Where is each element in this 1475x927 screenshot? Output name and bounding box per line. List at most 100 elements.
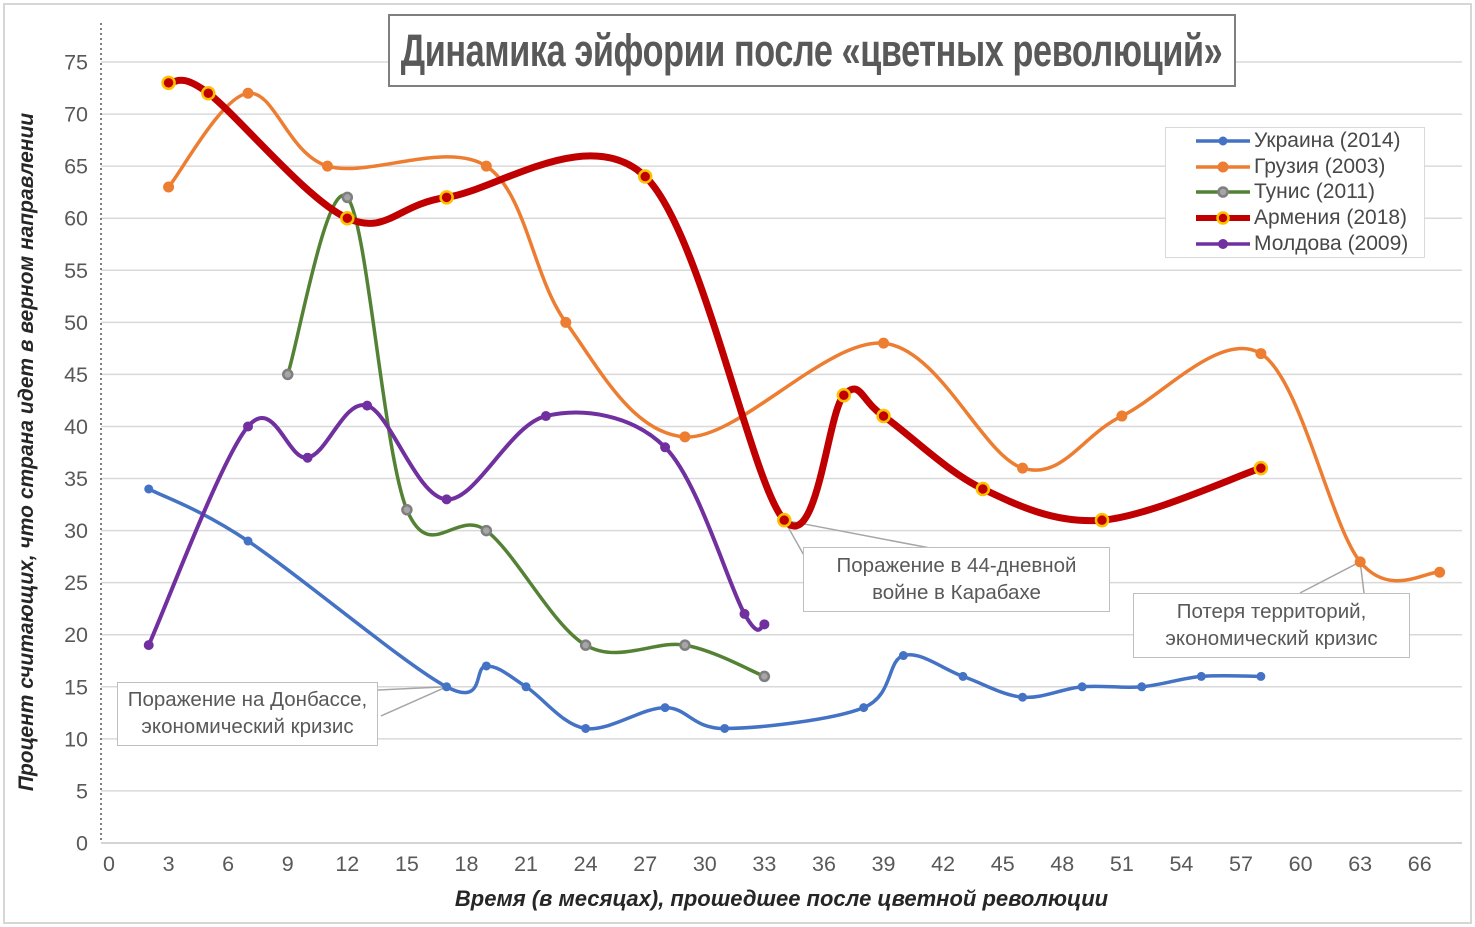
data-point-Молдова (2009) (362, 400, 373, 411)
legend-swatch-icon (1196, 186, 1250, 199)
data-point-Тунис (2011) (281, 368, 294, 381)
x-tick-label: 36 (812, 852, 836, 876)
annotation-karabakh: Поражение в 44-дневной войне в Карабахе (803, 547, 1110, 612)
data-point-Грузия (2003) (878, 337, 890, 349)
y-tick-label: 45 (64, 363, 88, 387)
annotation-callout-line (377, 686, 447, 691)
data-point-Грузия (2003) (480, 160, 492, 172)
data-point-Украина (2014) (481, 661, 491, 671)
legend-swatch-icon (1196, 136, 1250, 146)
data-point-Армения (2018) (1094, 512, 1110, 528)
data-point-Грузия (2003) (163, 181, 175, 193)
y-tick-label: 30 (64, 519, 88, 543)
annotation-territories-text: Потеря территорий, экономический кризис (1165, 599, 1378, 650)
y-axis-title: Процент считающих, что страна идет в вер… (15, 112, 38, 792)
y-tick-label: 50 (64, 311, 88, 335)
annotation-donbass: Поражение на Донбассе, экономический кри… (117, 682, 378, 746)
y-tick-label: 75 (64, 51, 88, 75)
data-point-Тунис (2011) (401, 504, 413, 516)
x-tick-label: 27 (633, 852, 657, 876)
annotation-karabakh-text: Поражение в 44-дневной войне в Карабахе (836, 553, 1077, 604)
data-point-Армения (2018) (876, 408, 891, 424)
data-point-Армения (2018) (161, 75, 176, 91)
data-point-Молдова (2009) (739, 608, 750, 619)
data-point-Тунис (2011) (341, 191, 354, 204)
data-point-Украина (2014) (1077, 682, 1087, 692)
data-point-Армения (2018) (439, 190, 454, 205)
y-tick-label: 15 (64, 675, 88, 699)
y-tick-label: 0 (76, 832, 88, 856)
data-point-Грузия (2003) (242, 87, 254, 99)
legend-item-3: Армения (2018) (1194, 205, 1424, 231)
legend-label: Армения (2018) (1254, 206, 1408, 230)
data-point-Тунис (2011) (579, 639, 592, 651)
legend: Украина (2014) Грузия (2003) Тунис (2011) А… (1165, 127, 1425, 258)
legend-item-0: Украина (2014) (1194, 128, 1424, 154)
x-tick-label: 12 (335, 852, 359, 876)
series-line-Молдова (2009) (146, 403, 767, 648)
data-point-Грузия (2003) (1255, 348, 1267, 360)
x-tick-label: 15 (395, 852, 419, 876)
data-point-Украина (2014) (958, 671, 968, 681)
y-tick-label: 70 (64, 103, 88, 127)
data-point-Тунис (2011) (758, 670, 771, 683)
x-tick-label: 39 (872, 852, 896, 876)
y-tick-label: 20 (64, 623, 88, 647)
x-tick-label: 54 (1169, 852, 1193, 876)
data-point-Украина (2014) (144, 484, 154, 494)
data-point-Армения (2018) (1253, 460, 1269, 476)
legend-label: Молдова (2009) (1254, 232, 1409, 256)
data-point-Армения (2018) (201, 85, 216, 101)
annotation-callout-line (380, 686, 447, 717)
x-tick-label: 60 (1289, 852, 1313, 876)
annotation-callout-line (784, 519, 931, 549)
data-point-Грузия (2003) (1434, 566, 1446, 578)
data-point-Молдова (2009) (302, 452, 313, 463)
legend-label: Украина (2014) (1254, 128, 1401, 152)
chart-title: Динамика эйфории после «цветных революци… (401, 24, 1223, 76)
legend-swatch-icon (1196, 211, 1250, 226)
chart-title-box: Динамика эйфории после «цветных революци… (388, 14, 1236, 87)
data-point-Тунис (2011) (679, 639, 691, 651)
annotation-donbass-text: Поражение на Донбассе, экономический кри… (127, 688, 368, 738)
y-tick-label: 25 (64, 571, 88, 595)
y-tick-label: 55 (64, 259, 88, 283)
data-point-Грузия (2003) (321, 160, 333, 172)
data-point-Армения (2018) (836, 387, 852, 403)
data-point-Молдова (2009) (540, 411, 551, 422)
x-tick-label: 24 (574, 852, 598, 876)
data-point-Украина (2014) (1256, 671, 1266, 681)
data-point-Армения (2018) (776, 512, 792, 528)
data-point-Украина (2014) (1196, 671, 1206, 681)
y-tick-label: 40 (64, 415, 88, 439)
data-point-Украина (2014) (243, 536, 253, 546)
x-tick-label: 21 (514, 852, 538, 876)
data-point-Грузия (2003) (560, 316, 572, 328)
annotation-callout-line (1299, 561, 1361, 594)
y-tick-label: 65 (64, 155, 88, 179)
data-point-Грузия (2003) (1354, 556, 1366, 568)
x-tick-label: 6 (222, 852, 234, 876)
x-tick-label: 42 (931, 852, 955, 876)
data-point-Армения (2018) (975, 481, 991, 497)
y-tick-label: 5 (76, 779, 88, 803)
data-point-Молдова (2009) (143, 640, 154, 651)
data-point-Молдова (2009) (441, 494, 452, 505)
x-tick-label: 0 (103, 852, 115, 876)
data-point-Молдова (2009) (243, 421, 254, 432)
data-point-Грузия (2003) (679, 431, 691, 443)
data-point-Украина (2014) (720, 723, 730, 733)
legend-item-1: Грузия (2003) (1194, 154, 1424, 180)
x-tick-label: 63 (1348, 852, 1372, 876)
x-tick-label: 45 (991, 852, 1015, 876)
legend-swatch-icon (1196, 161, 1250, 173)
legend-label: Грузия (2003) (1254, 154, 1386, 178)
y-tick-label: 10 (64, 727, 88, 751)
data-point-Украина (2014) (521, 682, 531, 692)
x-tick-label: 51 (1110, 852, 1134, 876)
x-tick-label: 9 (282, 852, 294, 876)
data-point-Украина (2014) (442, 682, 452, 692)
x-tick-label: 57 (1229, 852, 1253, 876)
data-point-Украина (2014) (859, 703, 869, 713)
